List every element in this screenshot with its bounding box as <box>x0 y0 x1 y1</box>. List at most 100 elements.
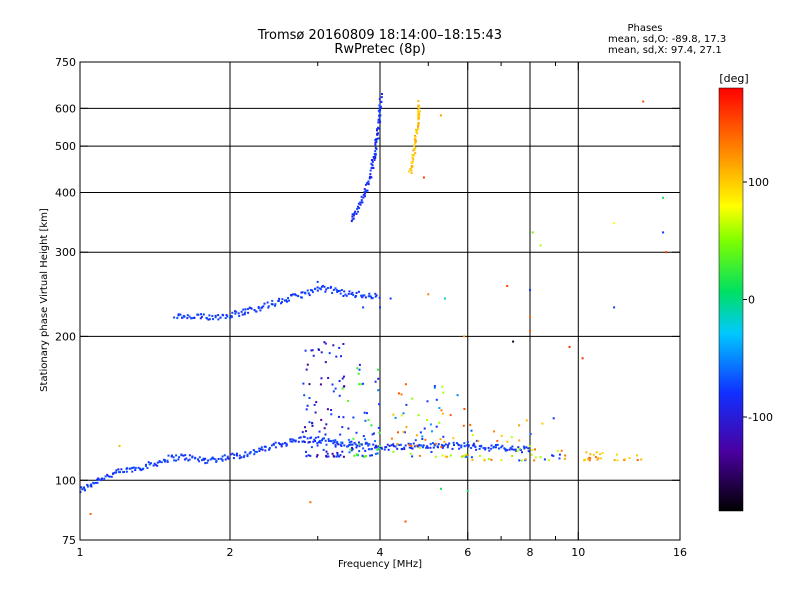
echo-point <box>340 441 343 444</box>
echo-point <box>314 440 317 442</box>
echo-point <box>338 415 340 418</box>
echo-point <box>313 403 316 406</box>
echo-point <box>439 487 442 490</box>
echo-point <box>541 422 544 425</box>
echo-point <box>330 409 333 411</box>
echo-point <box>519 448 522 451</box>
echo-point <box>372 156 375 158</box>
echo-point <box>292 439 295 442</box>
echo-point <box>451 447 454 450</box>
echo-point <box>358 443 361 446</box>
echo-point <box>347 427 350 430</box>
echo-point <box>149 462 152 465</box>
echo-point <box>388 444 391 447</box>
echo-point <box>325 443 328 446</box>
echo-point <box>103 477 106 480</box>
echo-point <box>280 302 282 305</box>
echo-point <box>475 439 478 442</box>
echo-point <box>262 305 265 308</box>
echo-point <box>359 203 362 206</box>
echo-point <box>480 445 483 448</box>
echo-point <box>217 318 220 321</box>
echo-point <box>518 424 521 427</box>
echo-point <box>257 306 260 308</box>
echo-point <box>374 446 377 449</box>
echo-point <box>417 100 420 102</box>
echo-point <box>334 443 337 446</box>
echo-point <box>430 451 433 453</box>
echo-point <box>231 452 234 455</box>
echo-point <box>365 441 368 444</box>
echo-point <box>529 289 531 292</box>
echo-point <box>362 382 364 385</box>
echo-point <box>524 458 527 461</box>
echo-point <box>316 280 319 283</box>
echo-point <box>301 440 304 443</box>
echo-point <box>332 439 335 442</box>
echo-point <box>363 191 366 194</box>
echo-point <box>236 452 238 455</box>
echo-point <box>441 412 444 415</box>
echo-point <box>402 412 405 415</box>
echo-point <box>377 137 380 140</box>
echo-point <box>323 427 326 430</box>
echo-point <box>356 207 359 210</box>
echo-point <box>351 213 354 216</box>
echo-point <box>201 459 204 462</box>
echo-point <box>522 445 525 448</box>
echo-point <box>253 309 256 311</box>
echo-point <box>162 458 165 461</box>
chart-title: Tromsø 20160809 18:14:00–18:15:43 <box>257 28 502 43</box>
echo-point <box>339 292 342 295</box>
echo-point <box>374 152 377 155</box>
echo-point <box>364 296 367 299</box>
echo-point <box>215 460 218 462</box>
echo-point <box>324 439 327 442</box>
echo-point <box>191 317 194 320</box>
echo-point <box>351 215 354 218</box>
echo-point <box>463 408 466 410</box>
echo-point <box>122 471 125 474</box>
echo-point <box>264 445 267 448</box>
echo-point <box>371 433 374 436</box>
echo-point <box>339 433 342 436</box>
echo-point <box>229 453 232 456</box>
echo-point <box>531 231 534 234</box>
echo-point <box>441 454 444 457</box>
echo-point <box>315 455 318 458</box>
echo-point <box>551 454 553 457</box>
echo-point <box>221 459 224 462</box>
echo-point <box>134 466 137 469</box>
echo-point <box>338 394 341 397</box>
echo-point <box>274 304 276 307</box>
echo-point <box>306 404 309 407</box>
echo-point <box>374 440 376 443</box>
echo-point <box>301 291 304 294</box>
echo-point <box>327 440 330 442</box>
echo-point <box>353 441 356 444</box>
echo-point <box>412 442 415 445</box>
echo-point <box>300 291 303 294</box>
echo-point <box>493 445 496 448</box>
echo-point <box>281 301 283 304</box>
echo-point <box>472 442 475 445</box>
echo-point <box>362 196 365 199</box>
echo-point <box>305 408 308 411</box>
echo-point <box>311 289 314 292</box>
echo-point <box>399 443 402 446</box>
echo-point <box>616 459 619 462</box>
echo-point <box>417 124 420 127</box>
echo-point <box>83 486 85 489</box>
echo-point <box>333 441 336 444</box>
echo-point <box>289 438 292 441</box>
echo-point <box>466 441 469 443</box>
echo-point <box>341 377 344 380</box>
echo-point <box>415 128 418 131</box>
echo-point <box>182 454 185 457</box>
echo-point <box>369 173 372 176</box>
echo-point <box>374 143 377 146</box>
echo-point <box>444 455 447 458</box>
echo-point <box>351 291 354 294</box>
echo-point <box>453 444 455 446</box>
